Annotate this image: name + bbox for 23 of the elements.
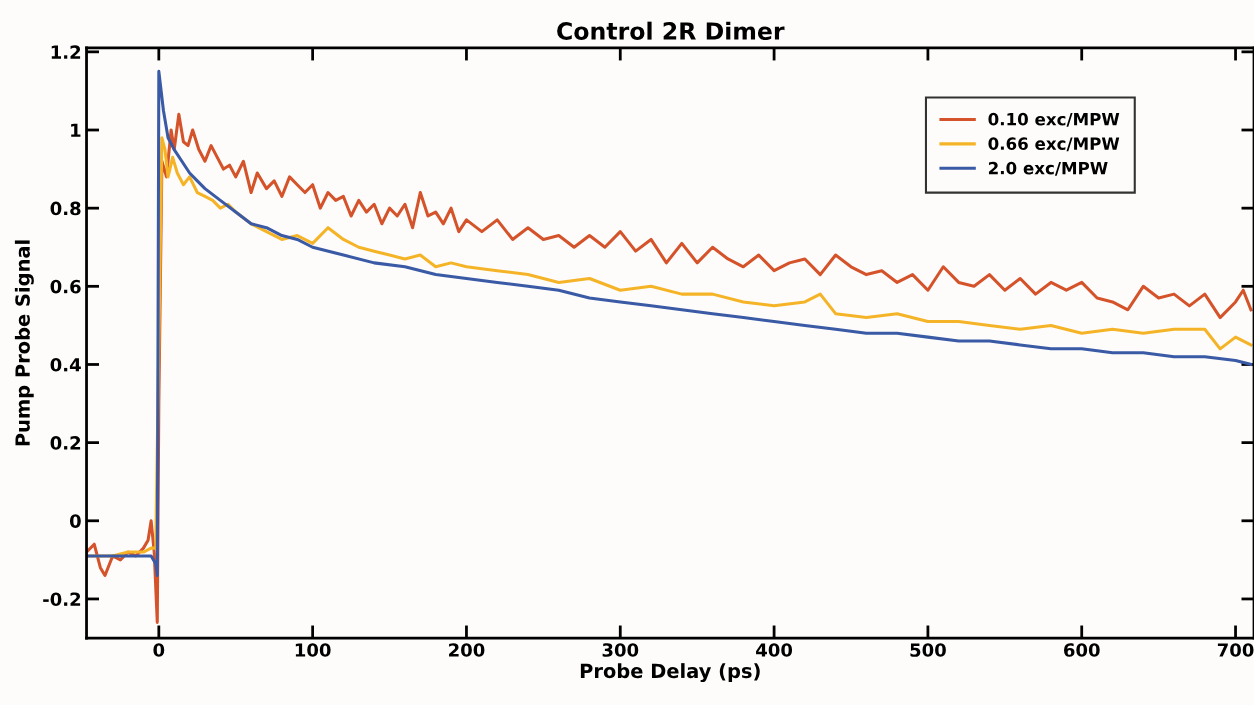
legend-label: 0.66 exc/MPW bbox=[988, 137, 1120, 152]
x-tick-label: 500 bbox=[910, 643, 946, 657]
x-tick-label: 100 bbox=[295, 643, 331, 657]
x-tick-label: 0 bbox=[153, 643, 165, 657]
x-tick-label: 300 bbox=[602, 643, 639, 657]
x-tick-label: 700 bbox=[1217, 643, 1254, 657]
x-tick-label: 400 bbox=[756, 643, 793, 657]
chart-title: Control 2R Dimer bbox=[557, 21, 785, 40]
x-tick-label: 200 bbox=[449, 643, 485, 657]
y-tick-label: 0.4 bbox=[50, 357, 81, 372]
x-tick-label: 600 bbox=[1064, 643, 1100, 657]
y-tick-label: 0.2 bbox=[50, 436, 81, 450]
x-axis-title: Probe Delay (ps) bbox=[580, 663, 760, 683]
y-tick-label: 1 bbox=[71, 123, 81, 137]
y-tick-label: -0.2 bbox=[43, 592, 81, 607]
legend-label: 0.10 exc/MPW bbox=[988, 112, 1120, 127]
y-tick-label: 1.2 bbox=[51, 45, 81, 59]
line-series bbox=[86, 69, 1253, 578]
y-tick-label: 0.8 bbox=[50, 201, 81, 216]
y-tick-label: 0 bbox=[69, 514, 81, 528]
y-tick-label: 0.6 bbox=[50, 279, 81, 294]
y-axis-title: Pump Probe Signal bbox=[14, 240, 34, 446]
legend-label: 2.0 exc/MPW bbox=[988, 161, 1108, 176]
